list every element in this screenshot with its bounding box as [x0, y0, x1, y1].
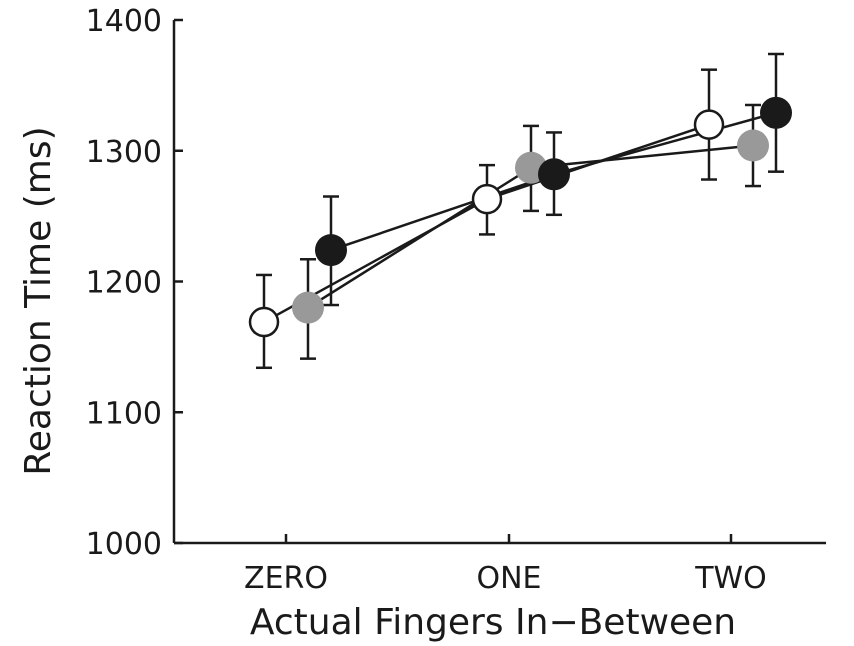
y-tick-label: 1300	[86, 135, 162, 170]
data-point-black-circle	[538, 158, 570, 191]
error-bars	[256, 52, 784, 370]
y-tick-label: 1100	[86, 396, 162, 431]
y-tick-label: 1000	[86, 527, 162, 562]
data-point-black-circle	[760, 96, 792, 129]
data-point-open-circle	[248, 306, 280, 338]
data-point-black-circle	[315, 234, 347, 267]
y-tick-label: 1400	[86, 4, 162, 39]
axis-ticks: 1000 1100 1200 1300 1400 ZERO ONE TWO	[86, 4, 767, 596]
data-points	[248, 96, 792, 338]
y-tick-label: 1200	[86, 266, 162, 301]
data-point-open-circle	[693, 109, 725, 140]
x-tick-label: ONE	[476, 561, 541, 596]
x-tick-label: TWO	[694, 561, 767, 596]
series-lines	[263, 111, 777, 324]
x-axis-title: Actual Fingers In−Between	[250, 602, 736, 643]
y-axis-title: Reaction Time (ms)	[18, 126, 59, 475]
data-point-gray-circle	[292, 291, 324, 324]
x-tick-label: ZERO	[244, 561, 328, 596]
series-layer	[248, 52, 792, 370]
data-point-open-circle	[471, 183, 503, 215]
data-point-gray-circle	[737, 129, 769, 162]
